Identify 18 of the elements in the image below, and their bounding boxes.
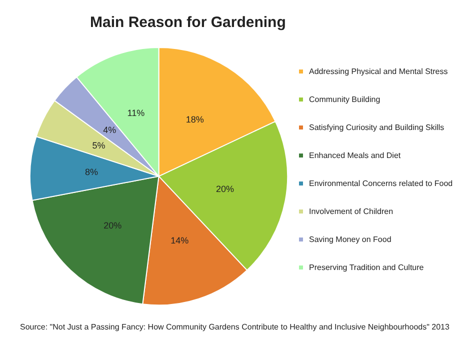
legend-label: Involvement of Children: [309, 207, 394, 216]
data-label: 14%: [170, 235, 189, 246]
data-label: 11%: [127, 108, 145, 118]
legend-label: Saving Money on Food: [309, 235, 392, 244]
data-label: 18%: [186, 114, 204, 124]
source-note: Source: "Not Just a Passing Fancy: How Community Gardens Contribute to Healthy and Inclusive Neighbourhoods" 2013: [20, 322, 450, 332]
legend-label: Environmental Concerns related to Food: [309, 179, 453, 188]
data-label: 8%: [84, 167, 98, 178]
chart-title: Main Reason for Gardening: [90, 14, 286, 31]
legend-label: Addressing Physical and Mental Stress: [309, 67, 448, 76]
legend-label: Preserving Tradition and Culture: [309, 263, 424, 272]
legend-label: Community Building: [309, 95, 380, 104]
legend-label: Satisfying Curiosity and Building Skills: [309, 123, 444, 132]
legend-label: Enhanced Meals and Diet: [309, 151, 402, 160]
data-label: 4%: [103, 125, 116, 136]
data-label: 20%: [104, 220, 122, 230]
data-label: 5%: [92, 140, 106, 151]
data-label: 20%: [216, 184, 234, 194]
